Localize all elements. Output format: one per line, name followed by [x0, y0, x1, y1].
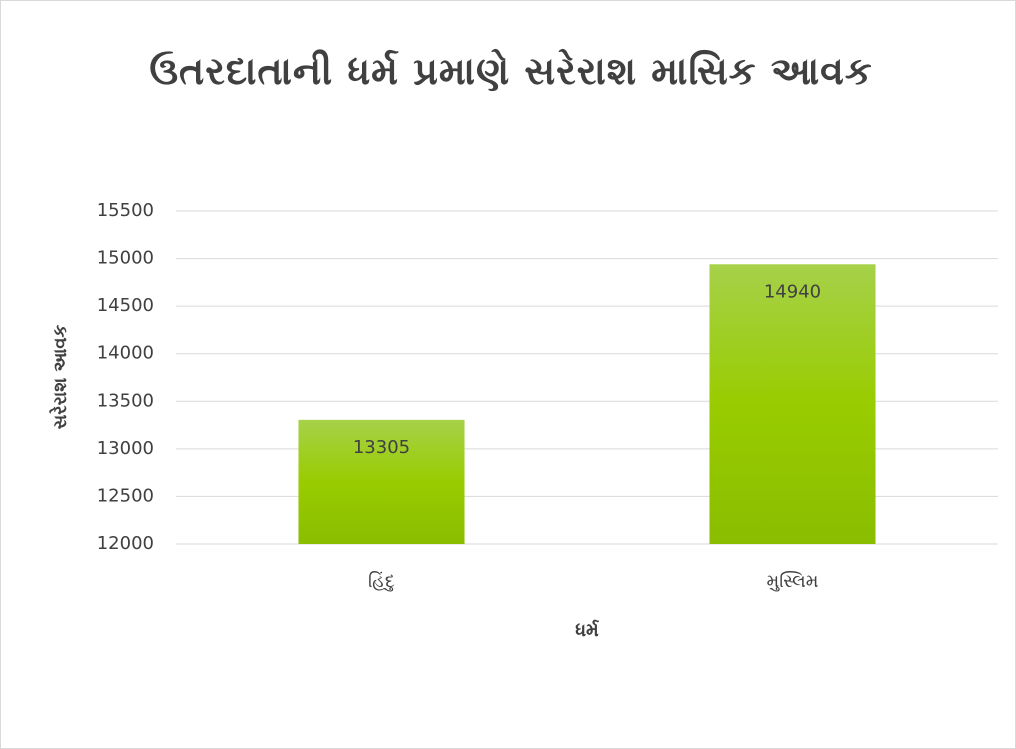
data-label: 13305 [353, 437, 410, 458]
chart-title: ઉતરદાતાની ધર્મ પ્રમાણે સરેરાશ માસિક આવક [149, 49, 873, 93]
bar [298, 419, 465, 544]
y-tick-label: 14500 [97, 295, 154, 316]
y-tick-label: 12500 [97, 485, 154, 506]
x-tick-label: મુસ્લિમ [766, 571, 818, 592]
y-axis-label: સરેરાશ આવક [49, 324, 71, 429]
y-tick-label: 13000 [97, 438, 154, 459]
bar [709, 264, 876, 544]
y-tick-label: 15000 [97, 248, 154, 269]
y-tick-label: 12000 [97, 533, 154, 554]
y-tick-label: 15500 [97, 200, 154, 221]
x-tick-label: હિંદુ [368, 571, 395, 592]
y-tick-label: 13500 [97, 390, 154, 411]
data-label: 14940 [764, 281, 821, 302]
y-tick-label: 14000 [97, 343, 154, 364]
x-axis-label: ધર્મ [575, 619, 600, 641]
